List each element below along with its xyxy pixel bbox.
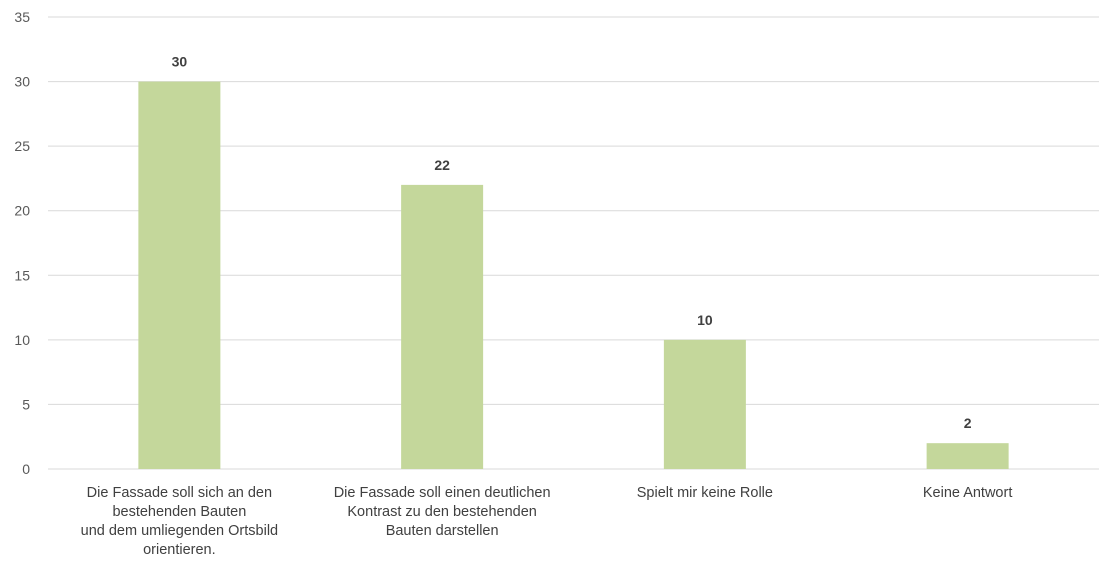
y-tick-label: 20 — [14, 203, 30, 219]
bar — [663, 339, 746, 469]
y-tick-label: 0 — [22, 461, 30, 477]
data-label: 10 — [697, 312, 713, 328]
x-tick-label: Die Fassade soll einen deutlichen Kontra… — [333, 485, 551, 539]
x-tick-label: Die Fassade soll sich an den bestehenden… — [80, 485, 279, 558]
data-label: 22 — [434, 157, 450, 173]
bar — [138, 81, 221, 470]
data-label: 30 — [172, 54, 188, 70]
bar — [926, 443, 1009, 469]
x-tick-label: Keine Antwort — [922, 485, 1013, 501]
bar — [401, 184, 484, 469]
y-tick-label: 5 — [22, 396, 30, 412]
y-tick-label: 35 — [14, 9, 30, 25]
data-label: 2 — [964, 415, 972, 431]
y-tick-label: 30 — [14, 74, 30, 90]
x-tick-label: Spielt mir keine Rolle — [636, 485, 773, 501]
y-tick-label: 25 — [14, 138, 30, 154]
y-tick-label: 15 — [14, 267, 30, 283]
y-tick-label: 10 — [14, 332, 30, 348]
